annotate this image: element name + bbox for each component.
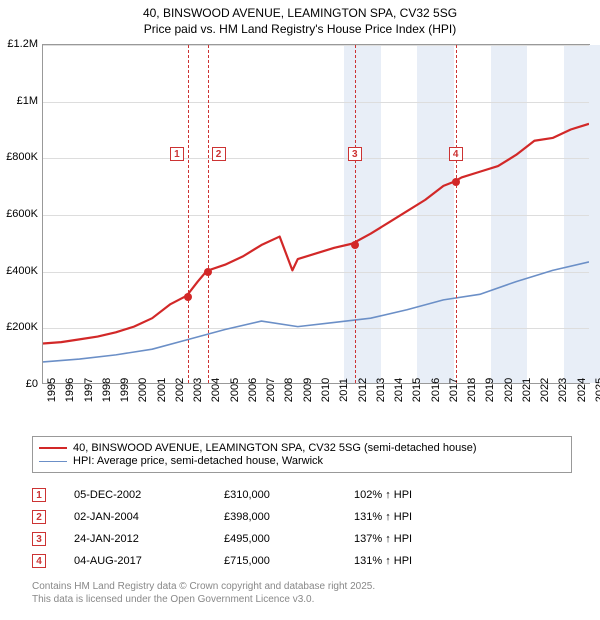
x-tick-label: 1998 bbox=[101, 378, 113, 402]
x-tick-label: 2023 bbox=[557, 378, 569, 402]
x-tick-label: 2012 bbox=[357, 378, 369, 402]
sale-marker-line bbox=[208, 45, 209, 383]
table-date: 04-AUG-2017 bbox=[74, 555, 224, 567]
x-tick-label: 2009 bbox=[302, 378, 314, 402]
table-pct: 102% ↑ HPI bbox=[354, 489, 504, 501]
legend-swatch bbox=[39, 447, 67, 449]
x-tick-label: 2018 bbox=[466, 378, 478, 402]
table-marker-badge: 3 bbox=[32, 532, 46, 546]
x-tick-label: 2005 bbox=[229, 378, 241, 402]
sale-marker-label: 2 bbox=[212, 147, 226, 161]
table-marker-badge: 2 bbox=[32, 510, 46, 524]
table-pct: 131% ↑ HPI bbox=[354, 555, 504, 567]
x-tick-label: 2000 bbox=[137, 378, 149, 402]
x-tick-label: 2004 bbox=[210, 378, 222, 402]
table-date: 05-DEC-2002 bbox=[74, 489, 224, 501]
y-tick-label: £1.2M bbox=[7, 38, 38, 50]
x-tick-label: 1997 bbox=[83, 378, 95, 402]
x-tick-label: 2017 bbox=[448, 378, 460, 402]
title-line1: 40, BINSWOOD AVENUE, LEAMINGTON SPA, CV3… bbox=[0, 6, 600, 22]
sale-marker-dot bbox=[452, 178, 460, 186]
table-price: £310,000 bbox=[224, 489, 354, 501]
table-pct: 131% ↑ HPI bbox=[354, 511, 504, 523]
x-tick-label: 1999 bbox=[119, 378, 131, 402]
x-tick-label: 1996 bbox=[64, 378, 76, 402]
y-tick-label: £200K bbox=[6, 321, 38, 333]
x-tick-label: 1995 bbox=[46, 378, 58, 402]
y-tick-label: £600K bbox=[6, 208, 38, 220]
table-date: 24-JAN-2012 bbox=[74, 533, 224, 545]
chart-plot-area: 1 2 3 4 bbox=[42, 44, 590, 384]
chart-lines-svg bbox=[43, 45, 589, 383]
footer-line1: Contains HM Land Registry data © Crown c… bbox=[32, 580, 375, 593]
sale-marker-line bbox=[456, 45, 457, 383]
x-tick-label: 2010 bbox=[320, 378, 332, 402]
sale-marker-label: 1 bbox=[170, 147, 184, 161]
x-tick-label: 2003 bbox=[192, 378, 204, 402]
x-tick-label: 2002 bbox=[174, 378, 186, 402]
series-price_paid bbox=[43, 124, 589, 344]
table-row: 2 02-JAN-2004£398,000131% ↑ HPI bbox=[32, 506, 572, 528]
chart-title: 40, BINSWOOD AVENUE, LEAMINGTON SPA, CV3… bbox=[0, 0, 600, 37]
table-row: 1 05-DEC-2002£310,000102% ↑ HPI bbox=[32, 484, 572, 506]
sale-marker-label: 4 bbox=[449, 147, 463, 161]
x-tick-label: 2015 bbox=[411, 378, 423, 402]
x-tick-label: 2019 bbox=[484, 378, 496, 402]
x-tick-label: 2016 bbox=[430, 378, 442, 402]
y-tick-label: £400K bbox=[6, 265, 38, 277]
y-tick-label: £800K bbox=[6, 151, 38, 163]
legend-label: HPI: Average price, semi-detached house,… bbox=[73, 455, 323, 467]
x-tick-label: 2025 bbox=[594, 378, 600, 402]
y-tick-label: £0 bbox=[26, 378, 38, 390]
y-tick-label: £1M bbox=[17, 95, 38, 107]
table-marker-badge: 4 bbox=[32, 554, 46, 568]
sale-marker-label: 3 bbox=[348, 147, 362, 161]
table-date: 02-JAN-2004 bbox=[74, 511, 224, 523]
x-tick-label: 2013 bbox=[375, 378, 387, 402]
x-tick-label: 2014 bbox=[393, 378, 405, 402]
x-tick-label: 2006 bbox=[247, 378, 259, 402]
legend-item: HPI: Average price, semi-detached house,… bbox=[39, 455, 565, 467]
table-price: £398,000 bbox=[224, 511, 354, 523]
title-line2: Price paid vs. HM Land Registry's House … bbox=[0, 22, 600, 38]
table-marker-badge: 1 bbox=[32, 488, 46, 502]
sale-marker-line bbox=[188, 45, 189, 383]
x-tick-label: 2008 bbox=[283, 378, 295, 402]
table-pct: 137% ↑ HPI bbox=[354, 533, 504, 545]
table-price: £715,000 bbox=[224, 555, 354, 567]
series-hpi bbox=[43, 262, 589, 362]
sale-marker-dot bbox=[184, 293, 192, 301]
sale-marker-dot bbox=[351, 241, 359, 249]
x-tick-label: 2001 bbox=[156, 378, 168, 402]
footer-attribution: Contains HM Land Registry data © Crown c… bbox=[32, 580, 375, 606]
legend: 40, BINSWOOD AVENUE, LEAMINGTON SPA, CV3… bbox=[32, 436, 572, 473]
table-row: 3 24-JAN-2012£495,000137% ↑ HPI bbox=[32, 528, 572, 550]
x-tick-label: 2011 bbox=[338, 378, 350, 402]
x-tick-label: 2022 bbox=[539, 378, 551, 402]
x-tick-label: 2024 bbox=[576, 378, 588, 402]
sale-marker-line bbox=[355, 45, 356, 383]
sale-marker-dot bbox=[204, 268, 212, 276]
footer-line2: This data is licensed under the Open Gov… bbox=[32, 593, 375, 606]
legend-label: 40, BINSWOOD AVENUE, LEAMINGTON SPA, CV3… bbox=[73, 442, 476, 454]
legend-swatch bbox=[39, 461, 67, 462]
x-tick-label: 2021 bbox=[521, 378, 533, 402]
x-tick-label: 2007 bbox=[265, 378, 277, 402]
x-tick-label: 2020 bbox=[503, 378, 515, 402]
sales-table: 1 05-DEC-2002£310,000102% ↑ HPI 2 02-JAN-20… bbox=[32, 484, 572, 572]
legend-item: 40, BINSWOOD AVENUE, LEAMINGTON SPA, CV3… bbox=[39, 442, 565, 454]
table-row: 4 04-AUG-2017£715,000131% ↑ HPI bbox=[32, 550, 572, 572]
table-price: £495,000 bbox=[224, 533, 354, 545]
